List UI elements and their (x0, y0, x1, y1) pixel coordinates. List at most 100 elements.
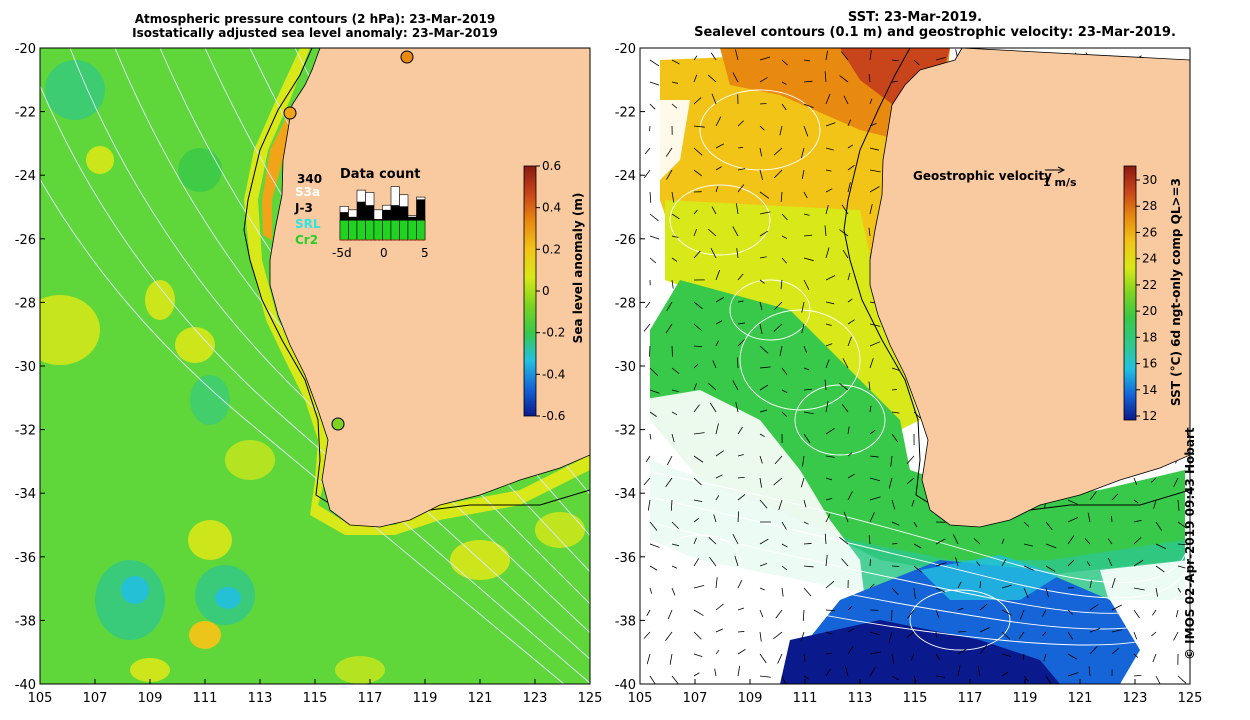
lon-tick-label: 117 (958, 691, 983, 706)
data-count-bar (373, 220, 383, 241)
arrow-icon (1057, 166, 1066, 174)
australia-land (269, 48, 590, 528)
data-count-bars (339, 186, 426, 241)
colorbar-tick: 30 (1142, 173, 1157, 187)
data-count-inset: Data count 340 S3a J-3 SRL Cr2 -5d 0 5 (294, 167, 429, 260)
left-title-line2: Isostatically adjusted sea level anomaly… (132, 26, 498, 40)
lon-tick-label: 121 (468, 691, 493, 706)
lat-tick-label: -32 (615, 424, 636, 439)
sea-level-anomaly-map: Data count 340 S3a J-3 SRL Cr2 -5d 0 5 0… (39, 47, 591, 685)
left-title-line1: Atmospheric pressure contours (2 hPa): 2… (134, 12, 496, 26)
data-count-bar (356, 220, 366, 241)
lat-tick-label: -32 (15, 424, 36, 439)
colorbar-tick: -0.4 (542, 367, 565, 381)
sealevel-contours (640, 89, 1190, 651)
data-count-bar (416, 199, 425, 240)
colorbar-tick: 28 (1142, 199, 1157, 213)
lon-tick-label: 113 (848, 691, 873, 706)
sla-colorbar-label: Sea level anomaly (m) (571, 193, 585, 344)
legend-s3a: S3a (295, 185, 320, 199)
sst-map: Geostrophic velocity 1 m/s 30 28 26 24 22 20 1… (639, 47, 1191, 685)
right-title-line2: Sealevel contours (0.1 m) and geostrophi… (694, 25, 1176, 40)
imos-credit: © IMOS 02-Apr-2019 09:43 Hobart (1183, 427, 1197, 660)
lat-tick-label: -22 (615, 106, 636, 121)
lon-tick-label: 107 (683, 691, 708, 706)
lon-tick-label: 119 (413, 691, 438, 706)
lon-tick-label: 125 (1178, 691, 1203, 706)
lat-tick-label: -38 (15, 614, 36, 629)
lat-tick-label: -26 (615, 233, 636, 248)
lat-tick-label: -26 (15, 233, 36, 248)
velocity-key-scale: 1 m/s (1043, 176, 1077, 189)
velocity-key: Geostrophic velocity 1 m/s (913, 166, 1077, 189)
lat-tick-label: -40 (15, 678, 36, 693)
data-count-xtick: -5d (332, 246, 352, 260)
colorbar-tick: 0 (542, 284, 550, 298)
sst-cloud-patches (640, 100, 1190, 684)
tide-gauge-marker (283, 106, 297, 120)
right-map-title: SST: 23-Mar-2019. Sealevel contours (0.1… (640, 10, 1190, 40)
velocity-key-label: Geostrophic velocity (913, 169, 1052, 183)
colorbar-tick: 22 (1142, 278, 1157, 292)
colorbar-tick: 0.6 (542, 159, 561, 173)
lat-tick-label: -28 (15, 296, 36, 311)
legend-340: 340 (297, 172, 322, 186)
colorbar-tick: 0.2 (542, 242, 561, 256)
legend-srl: SRL (295, 217, 321, 231)
data-count-xtick: 0 (380, 246, 388, 260)
colorbar-tick: 12 (1142, 409, 1157, 423)
colorbar-tick: 24 (1142, 252, 1157, 266)
lon-tick-label: 115 (903, 691, 928, 706)
lon-tick-label: 105 (28, 691, 53, 706)
colorbar-tick: 16 (1142, 357, 1157, 371)
lat-tick-label: -24 (15, 169, 36, 184)
data-count-bar (390, 220, 400, 241)
colorbar-tick: 18 (1142, 330, 1157, 344)
lat-tick-label: -20 (15, 42, 36, 57)
lon-tick-label: 111 (193, 691, 218, 706)
colorbar-tick: 0.4 (542, 201, 561, 215)
legend-j3: J-3 (294, 201, 313, 215)
lon-tick-label: 111 (793, 691, 818, 706)
lon-tick-label: 113 (248, 691, 273, 706)
sst-deep-cold-south (780, 620, 1060, 684)
data-count-bar (339, 220, 349, 241)
lon-tick-label: 109 (738, 691, 763, 706)
lat-tick-label: -30 (15, 360, 36, 375)
lat-tick-label: -36 (615, 551, 636, 566)
legend-cr2: Cr2 (295, 233, 318, 247)
lon-tick-label: 107 (83, 691, 108, 706)
lat-tick-label: -20 (615, 42, 636, 57)
data-count-bar (365, 220, 375, 241)
lat-tick-label: -24 (615, 169, 636, 184)
left-map-title: Atmospheric pressure contours (2 hPa): 2… (40, 12, 590, 40)
lat-tick-label: -30 (615, 360, 636, 375)
tide-gauge-marker (331, 417, 345, 431)
data-count-bar (407, 220, 417, 241)
sla-colorbar: 0.6 0.4 0.2 0 -0.2 -0.4 -0.6 Sea level anomaly… (523, 159, 585, 423)
colorbar-tick: 20 (1142, 304, 1157, 318)
sla-anomaly-blobs (40, 60, 585, 684)
right-title-line1: SST: 23-Mar-2019. (847, 10, 983, 25)
lat-tick-label: -36 (15, 551, 36, 566)
lat-tick-label: -40 (615, 678, 636, 693)
data-count-bar (399, 220, 409, 241)
data-count-bar (382, 220, 392, 241)
lat-tick-label: -34 (15, 487, 36, 502)
lon-tick-label: 115 (303, 691, 328, 706)
data-count-bar (416, 220, 426, 241)
colorbar-tick: 14 (1142, 383, 1157, 397)
australia-land-sst (869, 48, 1190, 528)
lon-tick-label: 123 (1123, 691, 1148, 706)
lon-tick-label: 105 (628, 691, 653, 706)
lon-tick-label: 117 (358, 691, 383, 706)
lon-tick-label: 121 (1068, 691, 1093, 706)
sst-colorbar-label: SST (°C) 6d ngt-only comp QL>=3 (1169, 178, 1183, 406)
lat-tick-label: -22 (15, 106, 36, 121)
lon-tick-label: 123 (523, 691, 548, 706)
data-count-bar (348, 220, 358, 241)
tide-gauge-marker (400, 50, 414, 64)
colorbar-tick: -0.2 (542, 326, 565, 340)
data-count-xtick: 5 (421, 246, 429, 260)
